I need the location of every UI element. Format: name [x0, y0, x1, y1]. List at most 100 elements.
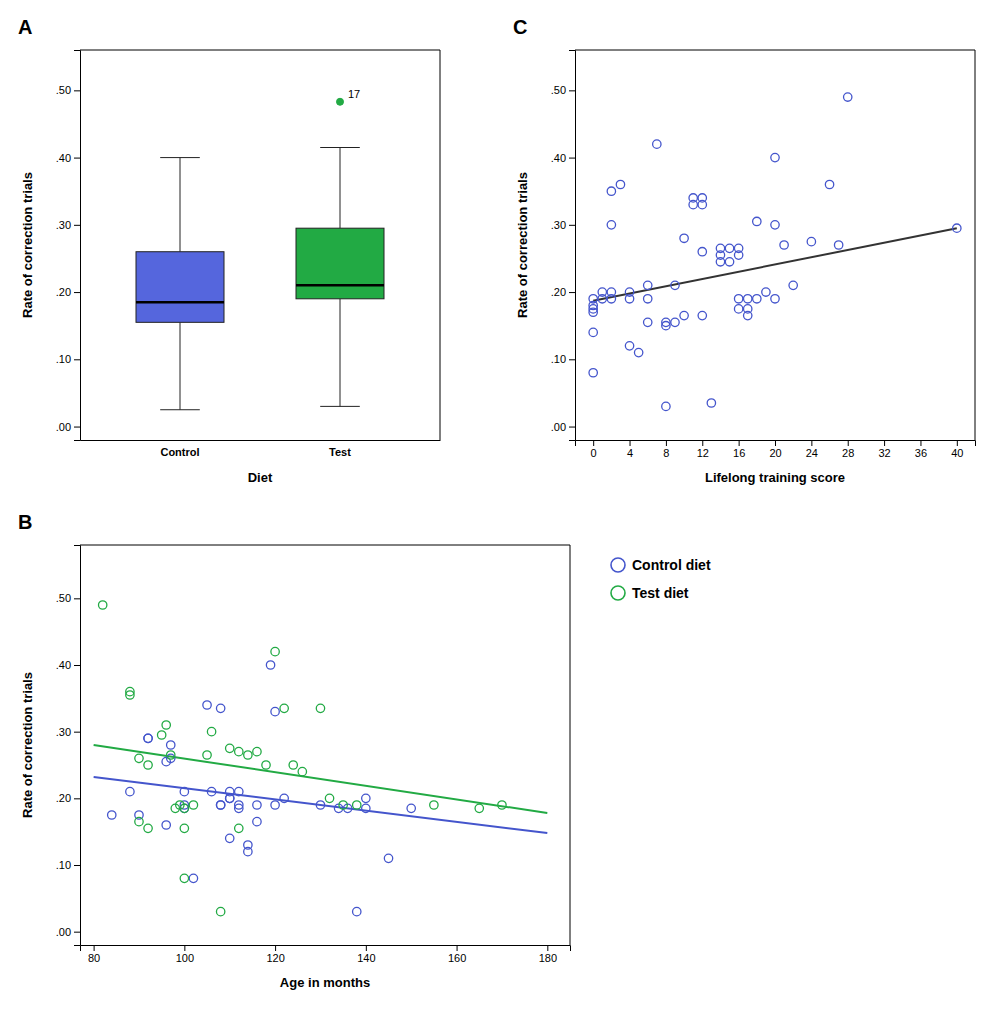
point [162, 721, 170, 729]
box-body [296, 228, 384, 299]
point [625, 342, 633, 350]
whisker [340, 148, 341, 229]
tick: 36 [915, 440, 927, 459]
fit-line [593, 228, 957, 301]
point [271, 647, 279, 655]
point [353, 907, 361, 915]
x-axis-title: Lifelong training score [705, 470, 845, 485]
point [298, 767, 306, 775]
point [162, 821, 170, 829]
point [180, 787, 188, 795]
point [98, 601, 106, 609]
point [144, 761, 152, 769]
point [771, 153, 779, 161]
tick: 12 [697, 440, 709, 459]
point [953, 224, 961, 232]
frame-right [975, 50, 976, 440]
point [589, 369, 597, 377]
tick: .40 [56, 152, 80, 164]
tick-mark [920, 440, 921, 446]
point [598, 295, 606, 303]
point [280, 704, 288, 712]
box [296, 98, 384, 406]
point [807, 237, 815, 245]
point [607, 187, 615, 195]
panel: ControlTest.00.10.20.30.40.5017ADietRate… [18, 16, 441, 485]
tick-label: 180 [539, 952, 557, 964]
lines [94, 745, 548, 833]
point [203, 701, 211, 709]
tick-label: .00 [551, 421, 566, 433]
points [98, 601, 506, 916]
axis-domain [81, 440, 441, 441]
point [271, 801, 279, 809]
axis-domain [74, 51, 81, 441]
point [825, 180, 833, 188]
point [108, 811, 116, 819]
legend-item: Control diet [611, 557, 711, 573]
whisker [180, 322, 181, 409]
tick-label: 80 [88, 952, 100, 964]
tick: .50 [56, 84, 80, 96]
point [180, 804, 188, 812]
tick: .40 [56, 659, 80, 671]
point [253, 801, 261, 809]
tick-mark [74, 427, 80, 428]
point [644, 281, 652, 289]
point [407, 804, 415, 812]
point [430, 801, 438, 809]
y-axis-title: Rate of correction trials [20, 672, 35, 818]
tick: 40 [951, 440, 963, 459]
tick-mark [739, 440, 740, 446]
point [226, 744, 234, 752]
point [362, 794, 370, 802]
point [216, 907, 224, 915]
points [589, 93, 961, 411]
tick-mark [666, 440, 667, 446]
tick: .00 [56, 926, 80, 938]
point [753, 295, 761, 303]
point [607, 221, 615, 229]
y-axis-title: Rate of correction trials [515, 172, 530, 318]
tick-label: 160 [448, 952, 466, 964]
fit-line [94, 745, 548, 813]
point [266, 661, 274, 669]
point [235, 787, 243, 795]
point [180, 824, 188, 832]
point [180, 874, 188, 882]
tick-mark [569, 292, 575, 293]
box [136, 158, 224, 410]
tick-mark [884, 440, 885, 446]
tick-mark [275, 945, 276, 951]
tick: 4 [627, 440, 633, 459]
panel: 80100120140160180.00.10.20.30.40.50Contr… [18, 511, 711, 990]
point [644, 318, 652, 326]
point [126, 787, 134, 795]
tick: .10 [551, 353, 575, 365]
tick-label: .40 [56, 659, 71, 671]
tick-label: .30 [56, 726, 71, 738]
tick: Test [329, 440, 351, 458]
tick-label: .20 [56, 792, 71, 804]
legend-label: Control diet [632, 557, 711, 573]
tick-mark [775, 440, 776, 446]
axis: .00.10.20.30.40.50 [56, 546, 81, 946]
point [734, 295, 742, 303]
frame-top [80, 50, 440, 51]
point [135, 817, 143, 825]
tick-mark [593, 440, 594, 446]
tick: .00 [56, 421, 80, 433]
axis-domain [81, 946, 571, 952]
plot-area [589, 93, 961, 411]
x-axis-title: Diet [248, 470, 273, 485]
frame-top [80, 545, 570, 546]
tick-mark [547, 945, 548, 951]
tick-mark [184, 945, 185, 951]
axis: ControlTest [81, 440, 441, 458]
point [235, 824, 243, 832]
whisker [180, 158, 181, 252]
legend: Control dietTest diet [611, 557, 711, 601]
point [498, 801, 506, 809]
tick-label: .00 [56, 926, 71, 938]
point [244, 841, 252, 849]
